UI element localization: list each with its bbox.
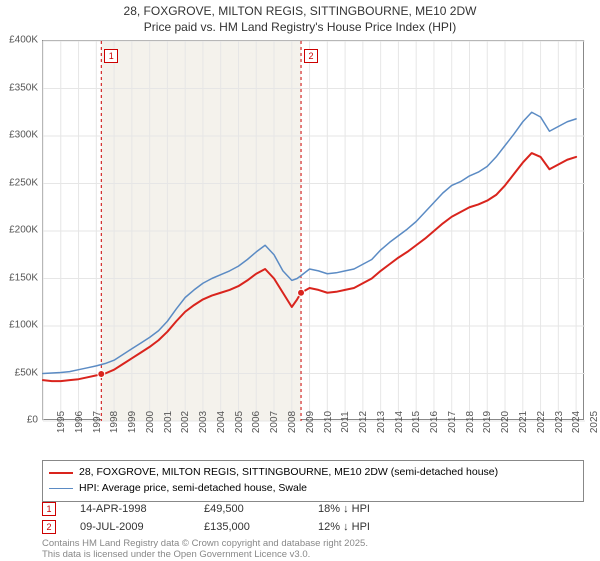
y-tick-label: £250K: [9, 177, 38, 188]
marker-pct-1: 18% ↓ HPI: [318, 503, 408, 515]
legend-label-hpi: HPI: Average price, semi-detached house,…: [79, 481, 307, 497]
legend-label-property: 28, FOXGROVE, MILTON REGIS, SITTINGBOURN…: [79, 465, 498, 481]
legend-swatch-hpi: [49, 488, 73, 490]
chart-title-line1: 28, FOXGROVE, MILTON REGIS, SITTINGBOURN…: [8, 4, 592, 20]
x-tick-label: 2025: [575, 411, 600, 433]
marker-row-1: 1 14-APR-1998 £49,500 18% ↓ HPI: [42, 500, 408, 518]
marker-row-2: 2 09-JUL-2009 £135,000 12% ↓ HPI: [42, 518, 408, 536]
plot-area: 12: [42, 40, 584, 420]
y-tick-label: £50K: [15, 367, 38, 378]
chart-container: 28, FOXGROVE, MILTON REGIS, SITTINGBOURN…: [0, 0, 600, 560]
legend: 28, FOXGROVE, MILTON REGIS, SITTINGBOURN…: [42, 460, 584, 502]
plot-svg: [43, 41, 583, 419]
y-tick-label: £200K: [9, 225, 38, 236]
chart-title-line2: Price paid vs. HM Land Registry's House …: [8, 20, 592, 36]
marker-badge-1: 1: [42, 502, 56, 516]
marker-overlay-2: 2: [304, 49, 318, 63]
marker-overlay-1: 1: [104, 49, 118, 63]
y-tick-label: £350K: [9, 82, 38, 93]
marker-date-1: 14-APR-1998: [80, 503, 180, 515]
chart-title-block: 28, FOXGROVE, MILTON REGIS, SITTINGBOURN…: [0, 0, 600, 37]
y-axis: £0£50K£100K£150K£200K£250K£300K£350K£400…: [0, 40, 42, 420]
credits-line2: This data is licensed under the Open Gov…: [42, 549, 368, 560]
y-tick-label: £150K: [9, 272, 38, 283]
y-tick-label: £0: [27, 415, 38, 426]
marker-date-2: 09-JUL-2009: [80, 521, 180, 533]
y-tick-label: £100K: [9, 320, 38, 331]
marker-badge-2: 2: [42, 520, 56, 534]
marker-price-2: £135,000: [204, 521, 294, 533]
legend-item-property: 28, FOXGROVE, MILTON REGIS, SITTINGBOURN…: [49, 465, 577, 481]
legend-item-hpi: HPI: Average price, semi-detached house,…: [49, 481, 577, 497]
credits-line1: Contains HM Land Registry data © Crown c…: [42, 538, 368, 549]
y-tick-label: £400K: [9, 35, 38, 46]
y-tick-label: £300K: [9, 130, 38, 141]
credits: Contains HM Land Registry data © Crown c…: [42, 538, 368, 561]
x-axis: 1995199619971998199920002001200220032004…: [42, 420, 584, 450]
marker-pct-2: 12% ↓ HPI: [318, 521, 408, 533]
legend-swatch-property: [49, 472, 73, 474]
marker-price-1: £49,500: [204, 503, 294, 515]
marker-table: 1 14-APR-1998 £49,500 18% ↓ HPI 2 09-JUL…: [42, 500, 408, 536]
